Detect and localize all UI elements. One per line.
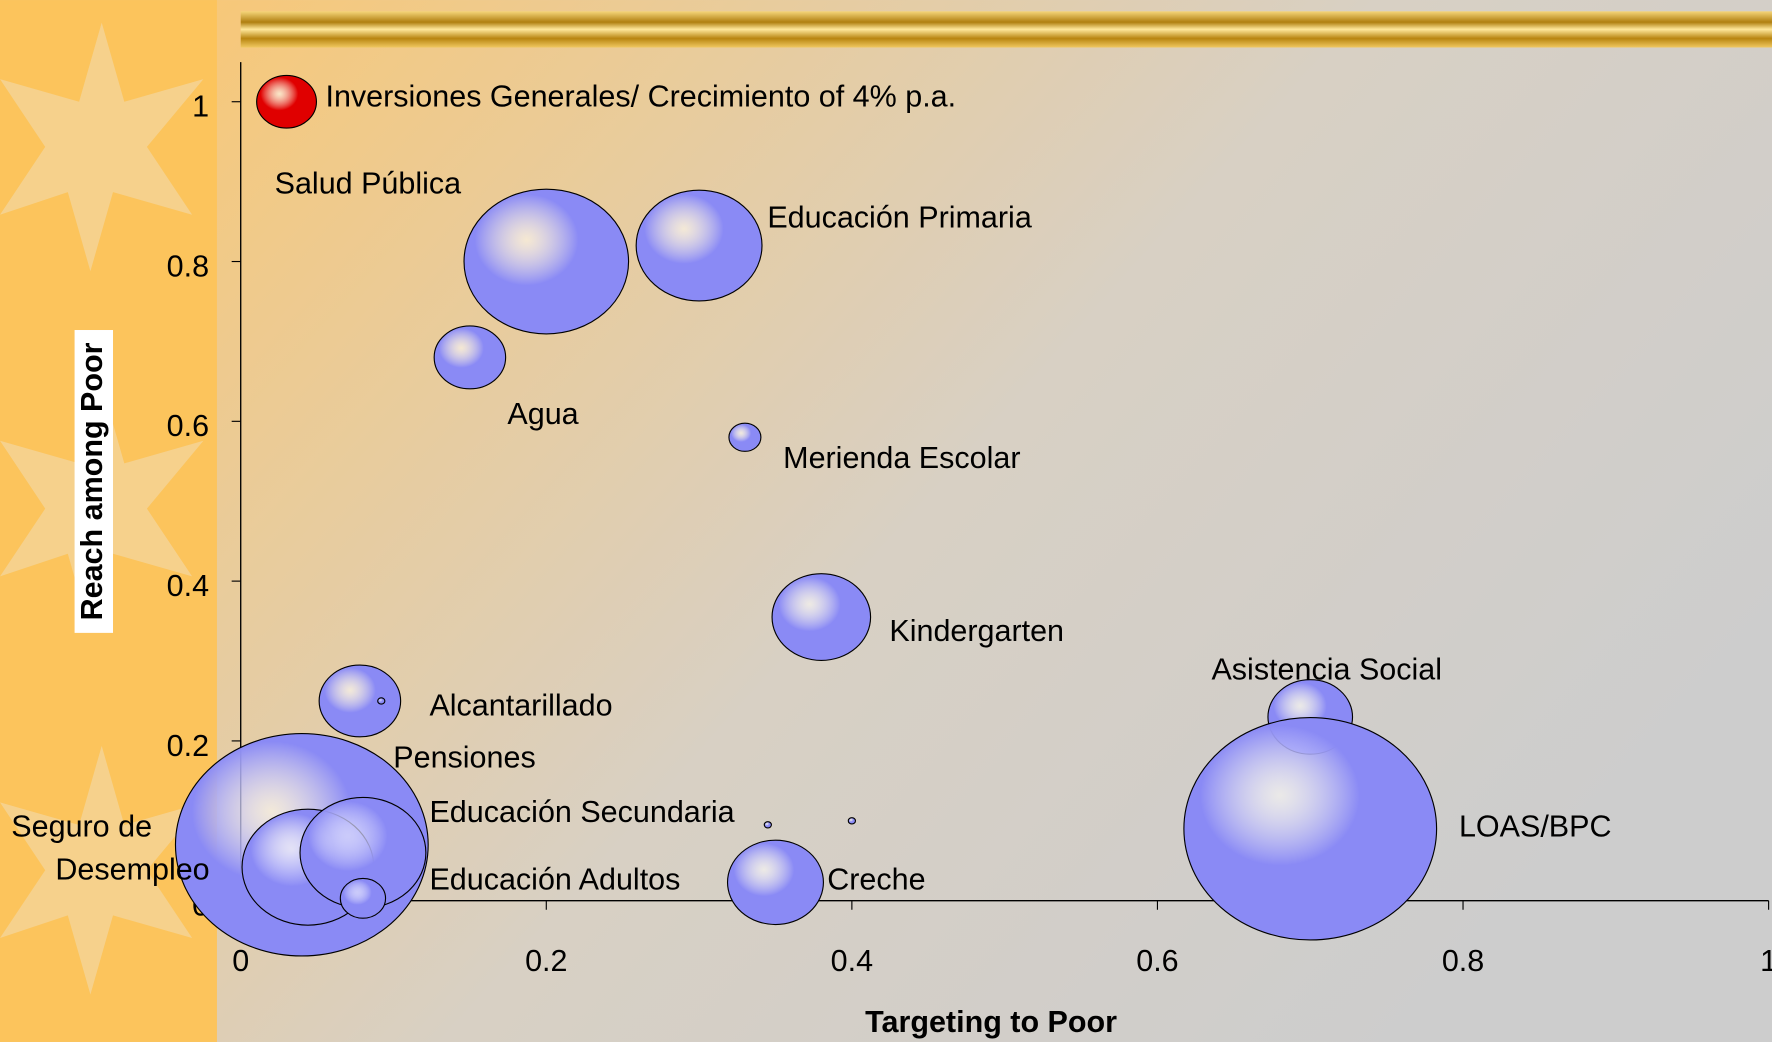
bubble — [378, 698, 385, 704]
bubble-label: Seguro de — [11, 809, 152, 843]
bubble-label: Kindergarten — [889, 614, 1064, 648]
bubble — [772, 574, 871, 661]
bubble-label: Desempleo — [55, 852, 209, 886]
y-tick-label: 0.2 — [167, 729, 209, 763]
x-tick-label: 0 — [232, 944, 249, 978]
x-tick-label: 0.6 — [1136, 944, 1178, 978]
y-tick-label: 1 — [192, 90, 209, 124]
banner — [241, 11, 1772, 47]
bubble-label: Creche — [827, 863, 925, 897]
bubble — [764, 822, 771, 828]
bubble — [636, 190, 762, 301]
page: {"chart_data": {"type": "bubble", "x_lab… — [0, 0, 1772, 1042]
x-tick-label: 1 — [1760, 944, 1772, 978]
chart: 00.20.40.60.8100.20.40.60.81Inversiones … — [0, 0, 1772, 1042]
x-tick-label: 0.4 — [831, 944, 873, 978]
bubble — [340, 878, 385, 918]
bubble-label: Alcantarillado — [429, 689, 612, 723]
bubble — [728, 840, 824, 924]
y-tick-label: 0.4 — [167, 569, 209, 603]
bubble — [464, 189, 629, 334]
x-tick-label: 0.2 — [525, 944, 567, 978]
x-tick-label: 0.8 — [1442, 944, 1484, 978]
bubble — [729, 423, 761, 451]
y-axis-title: Reach among Poor — [75, 342, 109, 620]
bubble-label: Pensiones — [393, 741, 535, 775]
y-tick-label: 0.6 — [167, 409, 209, 443]
bubble-label: LOAS/BPC — [1459, 809, 1612, 843]
y-tick-label: 0.8 — [167, 249, 209, 283]
bubble-label: Merienda Escolar — [783, 441, 1020, 475]
bubble-label: Salud Pública — [275, 166, 462, 200]
bubble — [257, 75, 317, 128]
bubble-label: Educación Adultos — [429, 863, 680, 897]
bubble-label: Educación Primaria — [767, 200, 1031, 234]
bubble — [848, 818, 855, 824]
bubble — [434, 326, 505, 389]
bubble — [1184, 718, 1437, 940]
bubble-label: Educación Secundaria — [429, 795, 734, 829]
bubble — [319, 665, 400, 737]
x-axis-title: Targeting to Poor — [865, 1005, 1117, 1039]
bubble-label: Asistencia Social — [1211, 652, 1442, 686]
bubble-label: Agua — [507, 397, 578, 431]
bubble-label: Inversiones Generales/ Crecimiento of 4%… — [325, 79, 956, 113]
